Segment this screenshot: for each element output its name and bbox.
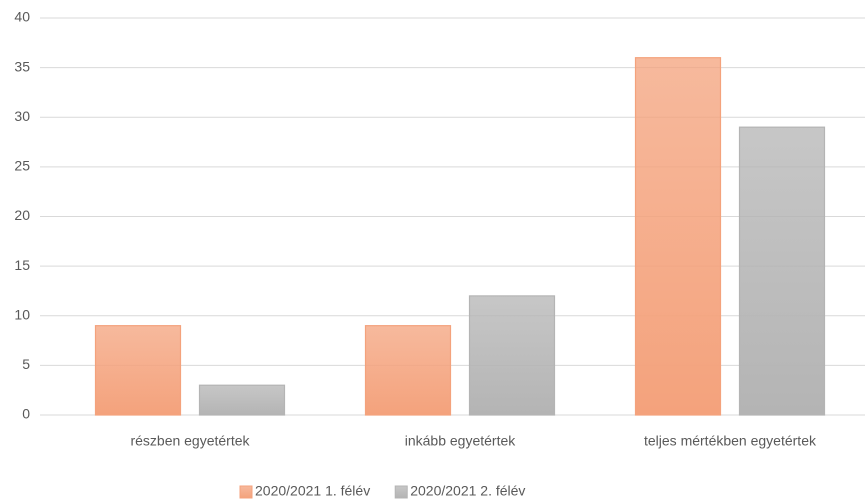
y-tick-label: 5 [22,356,30,372]
x-tick-label: inkább egyetértek [405,433,517,449]
x-tick-label: részben egyetértek [130,433,250,449]
legend-swatch [394,485,408,499]
y-tick-label: 25 [14,158,30,174]
y-tick-label: 15 [14,257,30,273]
y-tick-label: 30 [14,108,30,124]
x-tick-label: teljes mértékben egyetértek [644,433,817,449]
bar [94,325,182,416]
bar [634,57,722,416]
y-tick-label: 35 [14,58,30,74]
y-tick-label: 0 [22,406,30,422]
legend-swatch [239,485,253,499]
y-tick-label: 20 [14,207,30,223]
legend-label: 2020/2021 1. félév [255,483,370,499]
bar [468,295,556,416]
y-tick-label: 40 [14,9,30,25]
bar [198,384,286,416]
y-tick-label: 10 [14,306,30,322]
bar [364,325,452,416]
bar [738,126,826,416]
legend-label: 2020/2021 2. félév [410,483,525,499]
